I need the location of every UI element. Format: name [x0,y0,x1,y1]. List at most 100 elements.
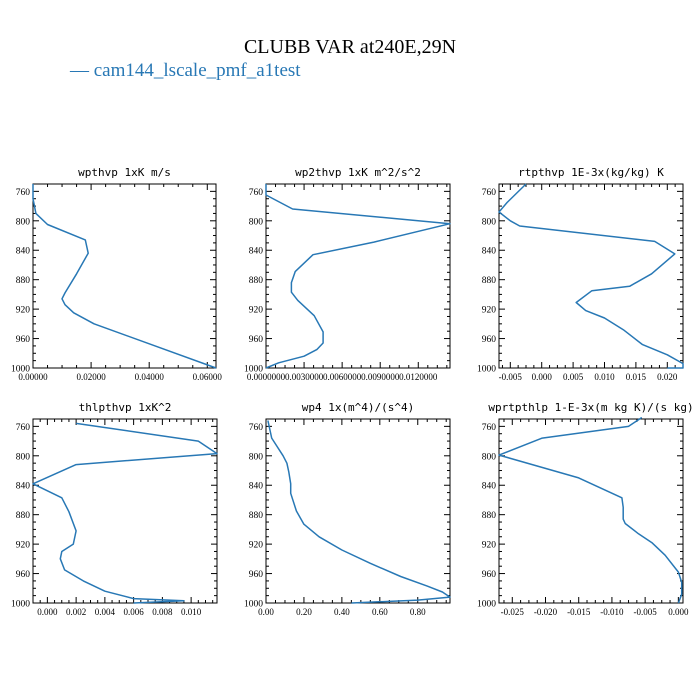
series-line [498,183,684,369]
y-tick-label: 960 [16,570,31,580]
panel-title: wp4 1x(m^4)/(s^4) [302,401,415,414]
series-line [32,422,218,604]
x-tick-label: 0.000 [532,372,553,382]
x-tick-label: 0.20 [296,607,312,617]
chart-panel: wp4 1x(m^4)/(s^4)76080084088092096010000… [244,401,451,617]
plot-frame [32,418,218,604]
y-tick-label: 1000 [244,365,263,375]
x-tick-label: -0.025 [501,607,525,617]
x-tick-label: 0.00 [258,607,274,617]
panel-title: thlpthvp 1xK^2 [79,401,172,414]
legend: — cam144_lscale_pmf_a1test [70,60,301,82]
x-tick-label: -0.010 [600,607,624,617]
plot-frame [498,183,684,369]
y-tick-label: 880 [249,276,264,286]
x-tick-label: 0.004 [95,607,116,617]
y-tick-label: 880 [249,511,264,521]
x-tick-label: 0.40 [334,607,350,617]
y-tick-label: 800 [482,217,497,227]
x-tick-label: 0.60 [372,607,388,617]
x-tick-label: 0.008 [152,607,173,617]
x-tick-label: 0.005 [563,372,584,382]
y-tick-label: 760 [16,423,31,433]
x-tick-label: 0.000 [37,607,58,617]
y-tick-label: 840 [16,482,31,492]
plot-frame [498,418,684,604]
x-tick-label: 0.015 [626,372,647,382]
plot-frame [265,418,451,604]
y-tick-label: 920 [482,306,497,316]
y-tick-label: 880 [482,276,497,286]
y-tick-label: 840 [16,247,31,257]
y-tick-label: 960 [249,570,264,580]
x-tick-label: 0.80 [410,607,426,617]
y-tick-label: 880 [482,511,497,521]
y-tick-label: 1000 [477,600,496,610]
panel-title: wprtpthlp 1-E-3x(m kg K)/(s kg) [488,401,693,414]
x-tick-label: 0.0030000 [285,372,324,382]
y-tick-label: 960 [482,570,497,580]
x-tick-label: 0.0090000 [361,372,400,382]
x-tick-label: 0.010 [181,607,202,617]
y-tick-label: 1000 [477,365,496,375]
series-line [32,184,217,369]
x-tick-label: -0.015 [567,607,591,617]
figure-title: CLUBB VAR at240E,29N [243,36,457,58]
x-tick-label: -0.020 [534,607,558,617]
y-tick-label: 880 [16,511,31,521]
y-tick-label: 1000 [11,600,30,610]
y-tick-label: 960 [16,335,31,345]
y-tick-label: 840 [482,482,497,492]
y-tick-label: 840 [249,247,264,257]
y-tick-label: 840 [249,482,264,492]
x-tick-label: -0.005 [634,607,658,617]
plot-frame [265,183,451,369]
y-tick-label: 840 [482,247,497,257]
x-tick-label: 0.006 [124,607,145,617]
panel-title: wpthvp 1xK m/s [78,166,171,179]
y-tick-label: 800 [249,452,264,462]
y-tick-label: 880 [16,276,31,286]
series-line [498,416,683,604]
x-tick-label: -0.005 [499,372,523,382]
x-tick-label: 0.0060000 [323,372,362,382]
chart-panel: wpthvp 1xK m/s 760 800 840 880 920 960 10000.00… [11,166,222,382]
y-tick-label: 920 [249,541,264,551]
x-tick-label: 0.02000 [76,372,106,382]
legend-swatch: — [70,60,89,81]
y-tick-label: 760 [482,188,497,198]
x-tick-label: 0.0120000 [399,372,438,382]
legend-label: cam144_lscale_pmf_a1test [93,60,301,81]
chart-panel: rtpthvp 1E-3x(kg/kg) K 760 800 840 880 920 960… [477,166,684,382]
x-tick-label: 0.06000 [193,372,223,382]
plot-frame [32,183,217,369]
x-tick-label: 0.00000 [18,372,48,382]
x-tick-label: 0.04000 [135,372,165,382]
series-line [267,420,451,604]
y-tick-label: 760 [482,423,497,433]
y-tick-label: 760 [249,423,264,433]
y-tick-label: 760 [16,188,31,198]
y-tick-label: 920 [16,541,31,551]
y-tick-label: 920 [482,541,497,551]
panel-title: rtpthvp 1E-3x(kg/kg) K [518,166,664,179]
y-tick-label: 800 [482,452,497,462]
y-tick-label: 960 [249,335,264,345]
y-tick-label: 960 [482,335,497,345]
y-tick-label: 920 [249,306,264,316]
y-tick-label: 1000 [11,365,30,375]
x-tick-label: 0.002 [66,607,86,617]
chart-panel: wp2thvp 1xK m^2/s^2 760 800 840 880 920 960 100… [244,166,451,382]
y-tick-label: 800 [249,217,264,227]
y-tick-label: 1000 [244,600,263,610]
panel-title: wp2thvp 1xK m^2/s^2 [295,166,421,179]
x-tick-label: 0.0000000 [247,372,286,382]
series-line [265,184,451,369]
y-tick-label: 800 [16,217,31,227]
x-tick-label: 0.010 [594,372,615,382]
y-tick-label: 760 [249,188,264,198]
x-tick-label: 0.020 [657,372,678,382]
chart-panel: wprtpthlp 1-E-3x(m kg K)/(s kg) 760 800 840… [477,401,694,617]
chart-panel: thlpthvp 1xK^2 760 800 840 880 920 960 1000 0.00… [11,401,218,617]
